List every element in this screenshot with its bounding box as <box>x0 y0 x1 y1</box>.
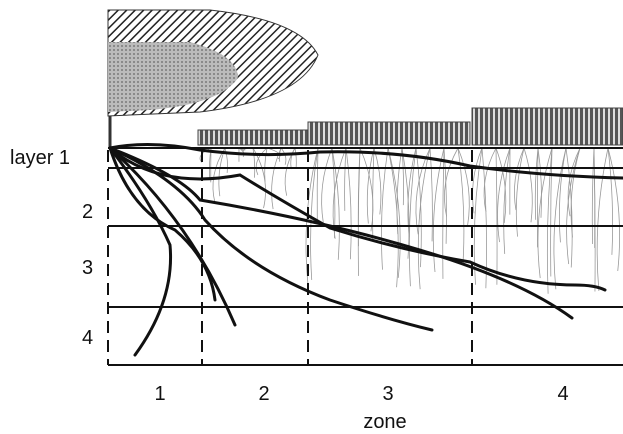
crop-root <box>387 147 401 278</box>
crop-root <box>495 147 507 224</box>
zone-label: 2 <box>258 383 269 405</box>
crop-root <box>366 147 375 224</box>
crop-root <box>565 147 573 268</box>
crop-root <box>546 147 553 294</box>
crop-root <box>534 147 539 220</box>
crop-root <box>537 147 542 218</box>
zone-label: 4 <box>557 383 568 405</box>
crop-zone-2 <box>197 129 309 146</box>
crop-root <box>321 147 333 223</box>
crop-root <box>443 147 447 244</box>
crop-root <box>596 147 609 291</box>
crop-root <box>331 147 340 260</box>
crop-root <box>218 147 226 197</box>
layer-label: 3 <box>82 257 93 279</box>
crop-root <box>252 147 256 178</box>
crop-root <box>344 147 347 211</box>
crop-root <box>550 147 553 277</box>
crop-root <box>495 147 498 285</box>
crop-root <box>373 147 382 215</box>
crop-root <box>357 147 361 276</box>
crop-root <box>294 147 297 168</box>
crop-root <box>523 147 533 223</box>
crop-root <box>503 147 511 254</box>
crop-root <box>415 147 431 235</box>
crop-root <box>417 147 431 290</box>
crop-root <box>553 147 567 290</box>
crop-root <box>408 147 417 287</box>
crop-root <box>444 147 459 217</box>
crop-root <box>457 147 465 264</box>
crop-root <box>442 147 445 279</box>
zone-label: 1 <box>154 383 165 405</box>
layer-label: 2 <box>82 201 93 223</box>
tree-roots <box>108 142 623 357</box>
crop-root <box>280 147 287 165</box>
crop-root <box>483 147 497 212</box>
crop-root <box>536 147 539 248</box>
crop-root <box>401 147 404 206</box>
crop-root <box>472 147 483 214</box>
crop-root <box>264 147 268 182</box>
crop-root <box>515 147 525 237</box>
crop-root <box>567 147 581 217</box>
crop-root <box>593 147 596 248</box>
layer-label: 4 <box>82 327 93 349</box>
crop-zone-3 <box>307 121 471 146</box>
crop-root <box>372 147 375 242</box>
crop-root <box>381 147 389 270</box>
crop-root <box>310 147 319 280</box>
tree-canopy-inner <box>108 42 238 112</box>
crop-root <box>537 147 553 279</box>
crop-root <box>607 147 620 272</box>
layer-label: layer 1 <box>10 147 70 169</box>
crop-root <box>255 147 268 176</box>
crop-root <box>566 147 581 265</box>
crop-root <box>345 147 352 260</box>
crop-roots <box>199 147 620 294</box>
crop-root <box>432 147 445 273</box>
crop-root <box>224 147 228 173</box>
crop-zone-4 <box>471 107 623 146</box>
crop-root <box>429 147 433 242</box>
axis-label: zone <box>363 411 406 433</box>
crop-root <box>316 147 319 224</box>
crop-root <box>514 147 525 211</box>
crop-root <box>497 147 511 243</box>
crop-root <box>607 147 614 255</box>
crop-root <box>415 147 422 268</box>
zone-label: 3 <box>382 383 393 405</box>
crop-root <box>457 147 470 227</box>
crop-root <box>558 147 567 243</box>
crop-root <box>591 147 595 244</box>
crop-root <box>359 147 374 232</box>
